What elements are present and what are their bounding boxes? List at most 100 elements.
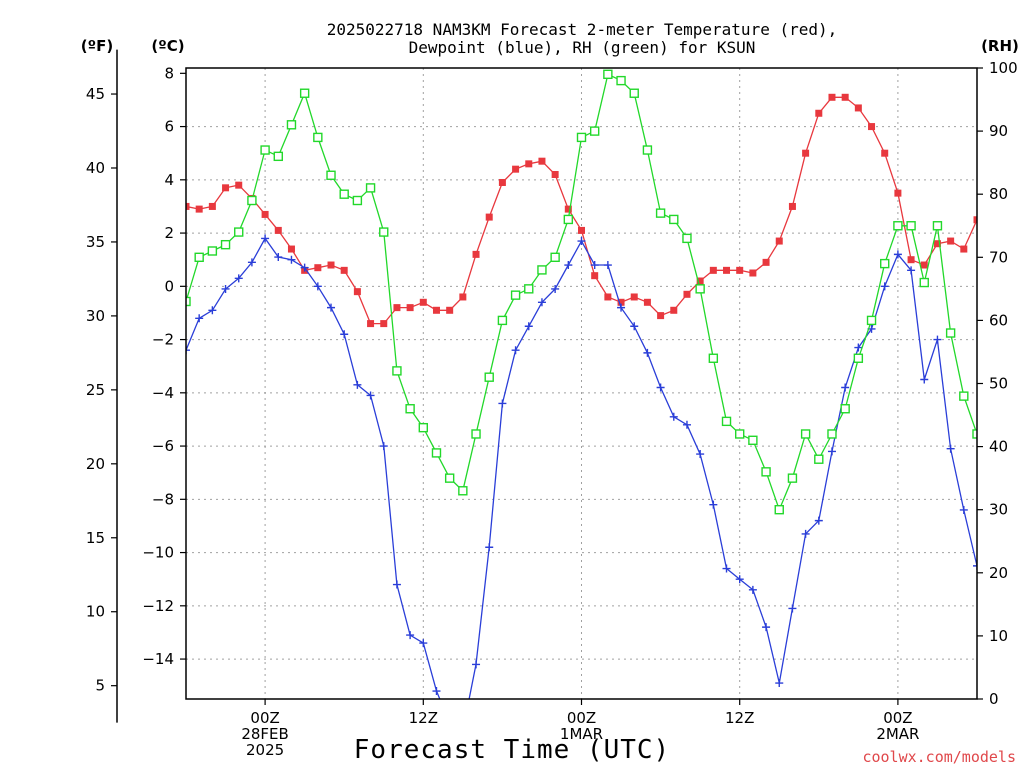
rh-point xyxy=(669,214,679,225)
temperature-point xyxy=(788,202,796,210)
rh-point xyxy=(484,372,494,382)
dewpoint-point xyxy=(946,444,955,453)
rh-tick-label: 50 xyxy=(989,375,1008,393)
rh-point xyxy=(537,265,547,275)
temperature-point xyxy=(512,165,520,173)
c-tick-label: 2 xyxy=(164,224,174,242)
temperature-point xyxy=(340,266,348,274)
temperature-point xyxy=(353,288,361,296)
temperature-point xyxy=(960,245,968,253)
dewpoint-point xyxy=(854,343,863,352)
temperature-point xyxy=(762,258,770,266)
rh-point xyxy=(761,467,771,477)
fahrenheit-axis: 45 40 35 30 25 20 15 10 5 xyxy=(86,49,118,723)
temperature-point xyxy=(287,245,295,253)
temperature-point xyxy=(459,293,467,301)
series-rh xyxy=(186,69,977,515)
dewpoint-point xyxy=(696,450,705,459)
dewpoint-point xyxy=(762,623,771,632)
series-dewpoint xyxy=(186,234,977,735)
c-tick-label: 0 xyxy=(164,277,174,295)
rh-point xyxy=(576,132,587,143)
temperature-point xyxy=(406,304,414,312)
x-tick-label: 00Z xyxy=(883,709,912,727)
f-tick-label: 30 xyxy=(86,307,105,325)
temperature-point xyxy=(432,306,440,314)
c-tick-label: −12 xyxy=(142,597,174,615)
rh-point xyxy=(800,429,811,439)
x-tick-label: 12Z xyxy=(725,709,754,727)
rh-point xyxy=(774,505,784,515)
temperature-point xyxy=(881,149,889,157)
f-tick-label: 15 xyxy=(86,529,105,547)
temperature-point xyxy=(920,261,928,269)
rh-point xyxy=(510,290,521,300)
temperature-point xyxy=(380,320,388,328)
rh-tick-label: 40 xyxy=(989,438,1008,456)
f-tick-label: 20 xyxy=(86,455,105,473)
f-tick-label: 10 xyxy=(86,603,105,621)
chart-title-line-1: 2025022718 NAM3KM Forecast 2-meter Tempe… xyxy=(327,20,838,39)
temperature-point xyxy=(617,298,625,306)
temperature-point xyxy=(630,293,638,301)
rh-tick-label: 10 xyxy=(989,627,1008,645)
temperature-point xyxy=(841,93,849,101)
rh-tick-label: 20 xyxy=(989,564,1008,582)
temperature-point xyxy=(683,290,691,298)
rh-point xyxy=(708,353,719,363)
temperature-point xyxy=(551,170,559,178)
rh-point xyxy=(273,151,283,162)
rh-point xyxy=(299,88,310,98)
c-tick-label: 6 xyxy=(164,118,174,136)
x-tick-label: 00Z xyxy=(250,709,279,727)
x-axis-label: Forecast Time (UTC) xyxy=(354,735,670,765)
temperature-point xyxy=(815,109,823,117)
rh-point xyxy=(972,429,977,439)
temperature-point xyxy=(591,272,599,280)
dewpoint-point xyxy=(973,561,977,570)
rh-point xyxy=(431,448,442,458)
rh-point xyxy=(655,208,666,218)
credit-text: coolwx.com/models xyxy=(862,748,1016,766)
dewpoint-point xyxy=(603,261,612,270)
dewpoint-point xyxy=(511,346,520,355)
temperature-point xyxy=(868,123,876,131)
rh-point xyxy=(932,221,943,231)
dewpoint-point xyxy=(577,237,586,246)
rh-point xyxy=(339,189,349,199)
f-tick-label: 5 xyxy=(95,677,105,695)
temperature-point xyxy=(525,160,533,168)
c-tick-label: −6 xyxy=(152,437,174,455)
dewpoint-point xyxy=(327,303,336,312)
dewpoint-point xyxy=(788,604,797,613)
f-tick-label: 40 xyxy=(86,159,105,177)
dewpoint-point xyxy=(893,250,902,259)
dewpoint-point xyxy=(617,303,626,312)
dewpoint-point xyxy=(340,330,349,339)
temperature-point xyxy=(327,261,335,269)
dewpoint-point xyxy=(300,263,309,272)
temperature-point xyxy=(947,237,955,245)
rh-point xyxy=(286,120,297,130)
temperature-point xyxy=(907,256,915,264)
rh-point xyxy=(814,454,824,464)
dewpoint-point xyxy=(537,298,546,307)
f-tick-label: 45 xyxy=(86,85,105,103)
chart-title-line-2: Dewpoint (blue), RH (green) for KSUN xyxy=(409,38,756,57)
rh-point xyxy=(880,258,890,269)
temperature-point xyxy=(195,205,203,213)
fahrenheit-unit-label: (ºF) xyxy=(81,37,113,55)
dewpoint-point xyxy=(459,727,467,735)
dewpoint-point xyxy=(247,258,256,267)
rh-tick-label: 70 xyxy=(989,248,1008,266)
dewpoint-point xyxy=(709,500,718,509)
rh-point xyxy=(247,195,257,206)
dewpoint-point xyxy=(208,306,217,315)
dewpoint-point xyxy=(419,639,428,648)
temperature-point xyxy=(709,266,717,274)
dewpoint-point xyxy=(274,253,283,262)
dewpoint-point xyxy=(446,719,454,727)
temperature-point xyxy=(696,277,704,285)
c-tick-label: −2 xyxy=(152,331,174,349)
